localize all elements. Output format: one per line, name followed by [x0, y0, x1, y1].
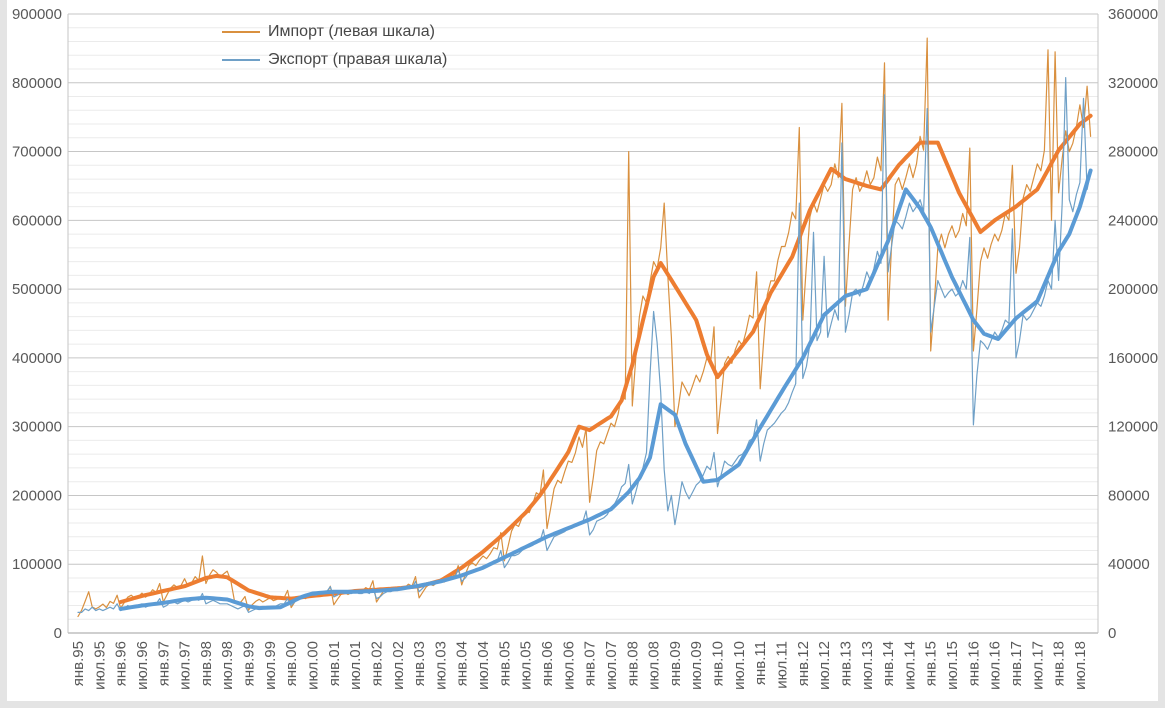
x-axis-tick-label[interactable]: июл.07 — [603, 641, 620, 690]
x-axis-tick-label[interactable]: янв.01 — [326, 641, 343, 686]
x-axis-tick-label[interactable]: июл.00 — [304, 641, 321, 690]
x-axis-tick-label[interactable]: янв.96 — [113, 641, 130, 686]
left-axis-tick-label[interactable]: 0 — [54, 625, 62, 642]
x-axis-tick-label[interactable]: янв.17 — [1008, 641, 1025, 686]
x-axis-tick-label[interactable]: июл.96 — [134, 641, 151, 690]
export-trend-line[interactable] — [118, 168, 1093, 611]
x-axis-tick-label[interactable]: янв.05 — [496, 641, 513, 686]
x-axis-tick-label[interactable]: янв.13 — [837, 641, 854, 686]
export-line-swatch-icon — [222, 59, 260, 61]
x-axis-tick-label[interactable]: янв.00 — [283, 641, 300, 686]
legend-item-import[interactable]: Импорт (левая шкала) — [222, 18, 447, 46]
x-axis-tick-label[interactable]: июл.02 — [390, 641, 407, 690]
left-axis-tick-label[interactable]: 900000 — [12, 6, 62, 23]
x-axis-tick-label[interactable]: янв.02 — [368, 641, 385, 686]
right-axis-tick-label[interactable]: 40000 — [1108, 556, 1150, 573]
legend-item-export[interactable]: Экспорт (правая шкала) — [222, 46, 447, 74]
import-trend-line[interactable] — [118, 113, 1093, 604]
x-axis-tick-label[interactable]: янв.04 — [454, 641, 471, 686]
x-axis-tick-label[interactable]: янв.97 — [155, 641, 172, 686]
export-monthly-line[interactable] — [77, 77, 1092, 613]
x-axis-tick-label[interactable]: янв.98 — [198, 641, 215, 686]
right-axis-tick-label[interactable]: 160000 — [1108, 350, 1158, 367]
x-axis-tick-label[interactable]: июл.16 — [987, 641, 1004, 690]
left-axis-tick-label[interactable]: 200000 — [12, 487, 62, 504]
x-axis-tick-label[interactable]: янв.16 — [965, 641, 982, 686]
worksheet-background — [7, 0, 1158, 701]
x-axis-tick-label[interactable]: июл.12 — [816, 641, 833, 690]
right-axis-tick-label[interactable]: 320000 — [1108, 75, 1158, 92]
x-axis-tick-label[interactable]: июл.03 — [432, 641, 449, 690]
x-axis-tick-label[interactable]: июл.18 — [1072, 641, 1089, 690]
right-axis-tick-label[interactable]: 200000 — [1108, 281, 1158, 298]
x-axis-tick-label[interactable]: янв.10 — [710, 641, 727, 686]
x-axis-tick-label[interactable]: янв.03 — [411, 641, 428, 686]
x-axis-tick-label[interactable]: янв.12 — [795, 641, 812, 686]
x-axis-tick-label[interactable]: янв.08 — [624, 641, 641, 686]
right-axis-tick-label[interactable]: 280000 — [1108, 144, 1158, 161]
x-axis-tick-label[interactable]: июл.06 — [560, 641, 577, 690]
x-axis-tick-label[interactable]: июл.15 — [944, 641, 961, 690]
x-axis-tick-label[interactable]: июл.98 — [219, 641, 236, 690]
x-axis-tick-label[interactable]: июл.11 — [773, 641, 790, 689]
legend-export-label: Экспорт (правая шкала) — [268, 51, 448, 68]
x-axis-tick-label[interactable]: июл.09 — [688, 641, 705, 690]
x-axis-tick-label[interactable]: июл.17 — [1029, 641, 1046, 690]
x-axis-tick-label[interactable]: июл.13 — [859, 641, 876, 690]
x-axis-tick-label[interactable]: июл.05 — [518, 641, 535, 690]
right-axis-tick-label[interactable]: 80000 — [1108, 487, 1150, 504]
right-axis-tick-label[interactable]: 0 — [1108, 625, 1116, 642]
x-axis-tick-label[interactable]: июл.14 — [901, 641, 918, 690]
chart-legend: Импорт (левая шкала) Экспорт (правая шка… — [222, 18, 447, 74]
import-line-swatch-icon — [222, 31, 260, 33]
import-monthly-line[interactable] — [77, 37, 1092, 618]
left-axis-tick-label[interactable]: 500000 — [12, 281, 62, 298]
x-axis-tick-label[interactable]: июл.01 — [347, 641, 364, 690]
right-axis-tick-label[interactable]: 120000 — [1108, 419, 1158, 436]
x-axis-tick-label[interactable]: янв.95 — [70, 641, 87, 686]
left-axis-tick-label[interactable]: 400000 — [12, 350, 62, 367]
left-axis-tick-label[interactable]: 700000 — [12, 144, 62, 161]
left-axis-tick-label[interactable]: 100000 — [12, 556, 62, 573]
legend-import-label: Импорт (левая шкала) — [268, 23, 435, 40]
left-axis-tick-label[interactable]: 600000 — [12, 212, 62, 229]
right-axis-tick-label[interactable]: 360000 — [1108, 6, 1158, 23]
x-axis-tick-label[interactable]: янв.18 — [1051, 641, 1068, 686]
x-axis-tick-label[interactable]: июл.08 — [646, 641, 663, 690]
right-axis-tick-label[interactable]: 240000 — [1108, 212, 1158, 229]
x-axis-tick-label[interactable]: янв.09 — [667, 641, 684, 686]
x-axis-tick-label[interactable]: июл.97 — [177, 641, 194, 690]
x-axis-tick-label[interactable]: янв.07 — [582, 641, 599, 686]
x-axis-tick-label[interactable]: янв.14 — [880, 641, 897, 686]
x-axis-tick-label[interactable]: янв.11 — [752, 641, 769, 685]
x-axis-tick-label[interactable]: июл.95 — [91, 641, 108, 690]
x-axis-tick-label[interactable]: июл.04 — [475, 641, 492, 690]
left-axis-tick-label[interactable]: 800000 — [12, 75, 62, 92]
x-axis-tick-label[interactable]: янв.15 — [923, 641, 940, 686]
x-axis-tick-label[interactable]: янв.06 — [539, 641, 556, 686]
x-axis-tick-label[interactable]: июл.10 — [731, 641, 748, 690]
left-axis-tick-label[interactable]: 300000 — [12, 419, 62, 436]
x-axis-tick-label[interactable]: янв.99 — [241, 641, 258, 686]
x-axis-tick-label[interactable]: июл.99 — [262, 641, 279, 690]
